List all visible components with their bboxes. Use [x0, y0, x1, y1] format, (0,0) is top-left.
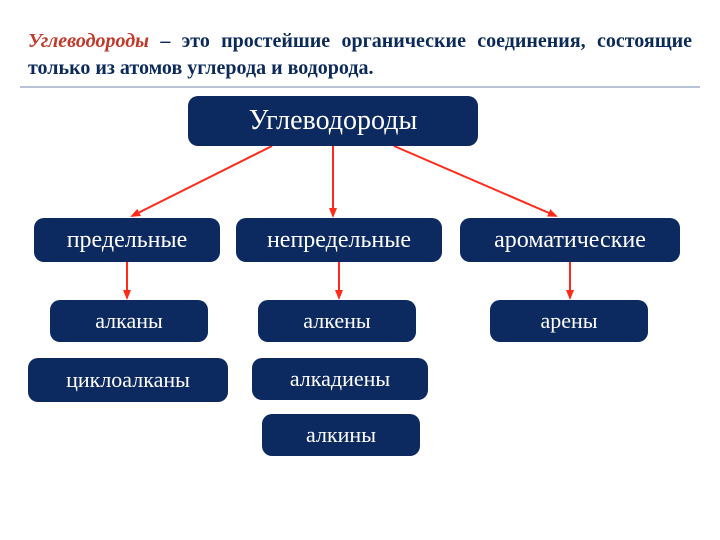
- heading-underline: [20, 86, 700, 88]
- node-sat: предельные: [34, 218, 220, 262]
- node-alkynes: алкины: [262, 414, 420, 456]
- node-root: Углеводороды: [188, 96, 478, 146]
- node-unsat: непредельные: [236, 218, 442, 262]
- node-cyclo: циклоалканы: [28, 358, 228, 402]
- node-arenes: арены: [490, 300, 648, 342]
- node-alkanes: алканы: [50, 300, 208, 342]
- definition-heading: Углеводороды – это простейшие органическ…: [28, 28, 692, 82]
- edge: [132, 146, 272, 216]
- edge: [394, 146, 556, 216]
- term-word: Углеводороды: [28, 30, 149, 52]
- node-arom: ароматические: [460, 218, 680, 262]
- node-dienes: алкадиены: [252, 358, 428, 400]
- node-alkenes: алкены: [258, 300, 416, 342]
